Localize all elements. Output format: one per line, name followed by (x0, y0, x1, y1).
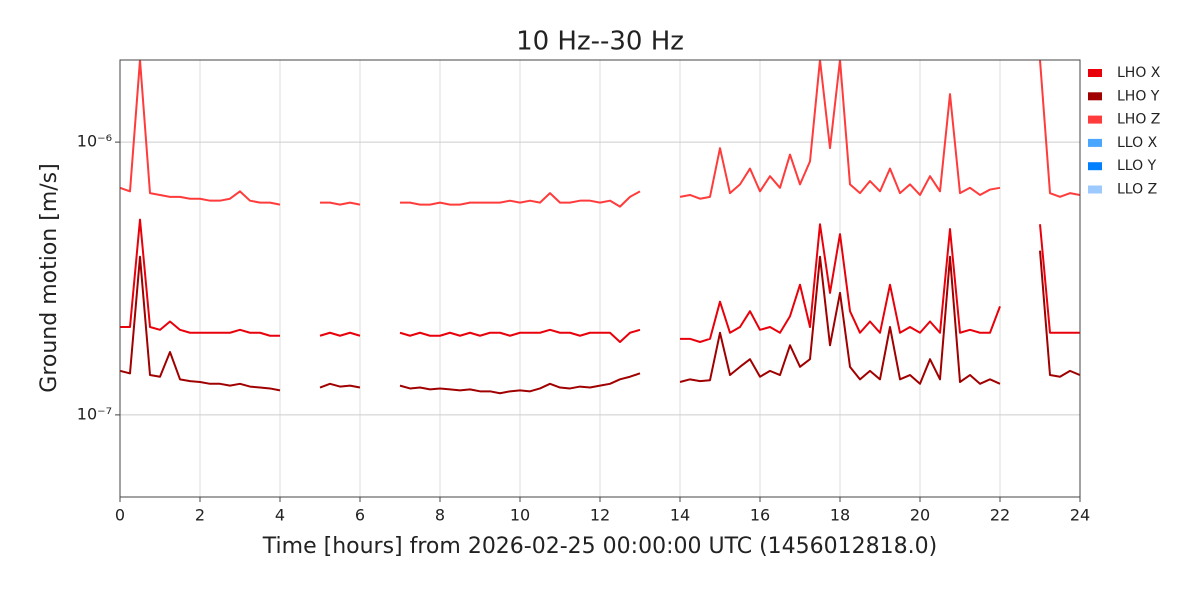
legend-label: LLO Y (1117, 158, 1157, 174)
x-tick-label: 22 (990, 506, 1010, 525)
x-axis-label: Time [hours] from 2026-02-25 00:00:00 UT… (262, 534, 937, 559)
x-tick-label: 24 (1070, 506, 1090, 525)
x-tick-label: 20 (910, 506, 930, 525)
series-line (120, 250, 1080, 395)
legend-label: LHO Y (1117, 88, 1160, 104)
x-tick-label: 18 (830, 506, 850, 525)
legend-label: LHO X (1117, 65, 1161, 81)
x-tick-label: 8 (435, 506, 445, 525)
x-tick-label: 4 (275, 506, 285, 525)
x-tick-label: 6 (355, 506, 365, 525)
legend-label: LLO Z (1117, 182, 1157, 198)
legend-label: LLO X (1117, 135, 1158, 151)
y-tick-label: 10⁻⁷ (77, 404, 112, 423)
x-tick-label: 0 (115, 506, 125, 525)
y-axis-label: Ground motion [m/s] (37, 163, 62, 392)
legend-swatch (1088, 115, 1102, 124)
legend-swatch (1088, 162, 1102, 171)
x-tick-label: 10 (510, 506, 530, 525)
chart-title: 10 Hz--30 Hz (516, 27, 684, 57)
x-tick-label: 2 (195, 506, 205, 525)
x-tick-label: 14 (670, 506, 690, 525)
legend-swatch (1088, 92, 1102, 101)
legend-swatch (1088, 138, 1102, 147)
x-tick-label: 12 (590, 506, 610, 525)
legend-swatch (1088, 69, 1102, 77)
legend-label: LHO Z (1117, 112, 1160, 128)
series-line (120, 60, 1080, 208)
y-tick-label: 10⁻⁶ (77, 132, 112, 151)
legend-swatch (1088, 185, 1102, 194)
series-line (120, 218, 1080, 344)
x-tick-label: 16 (750, 506, 770, 525)
